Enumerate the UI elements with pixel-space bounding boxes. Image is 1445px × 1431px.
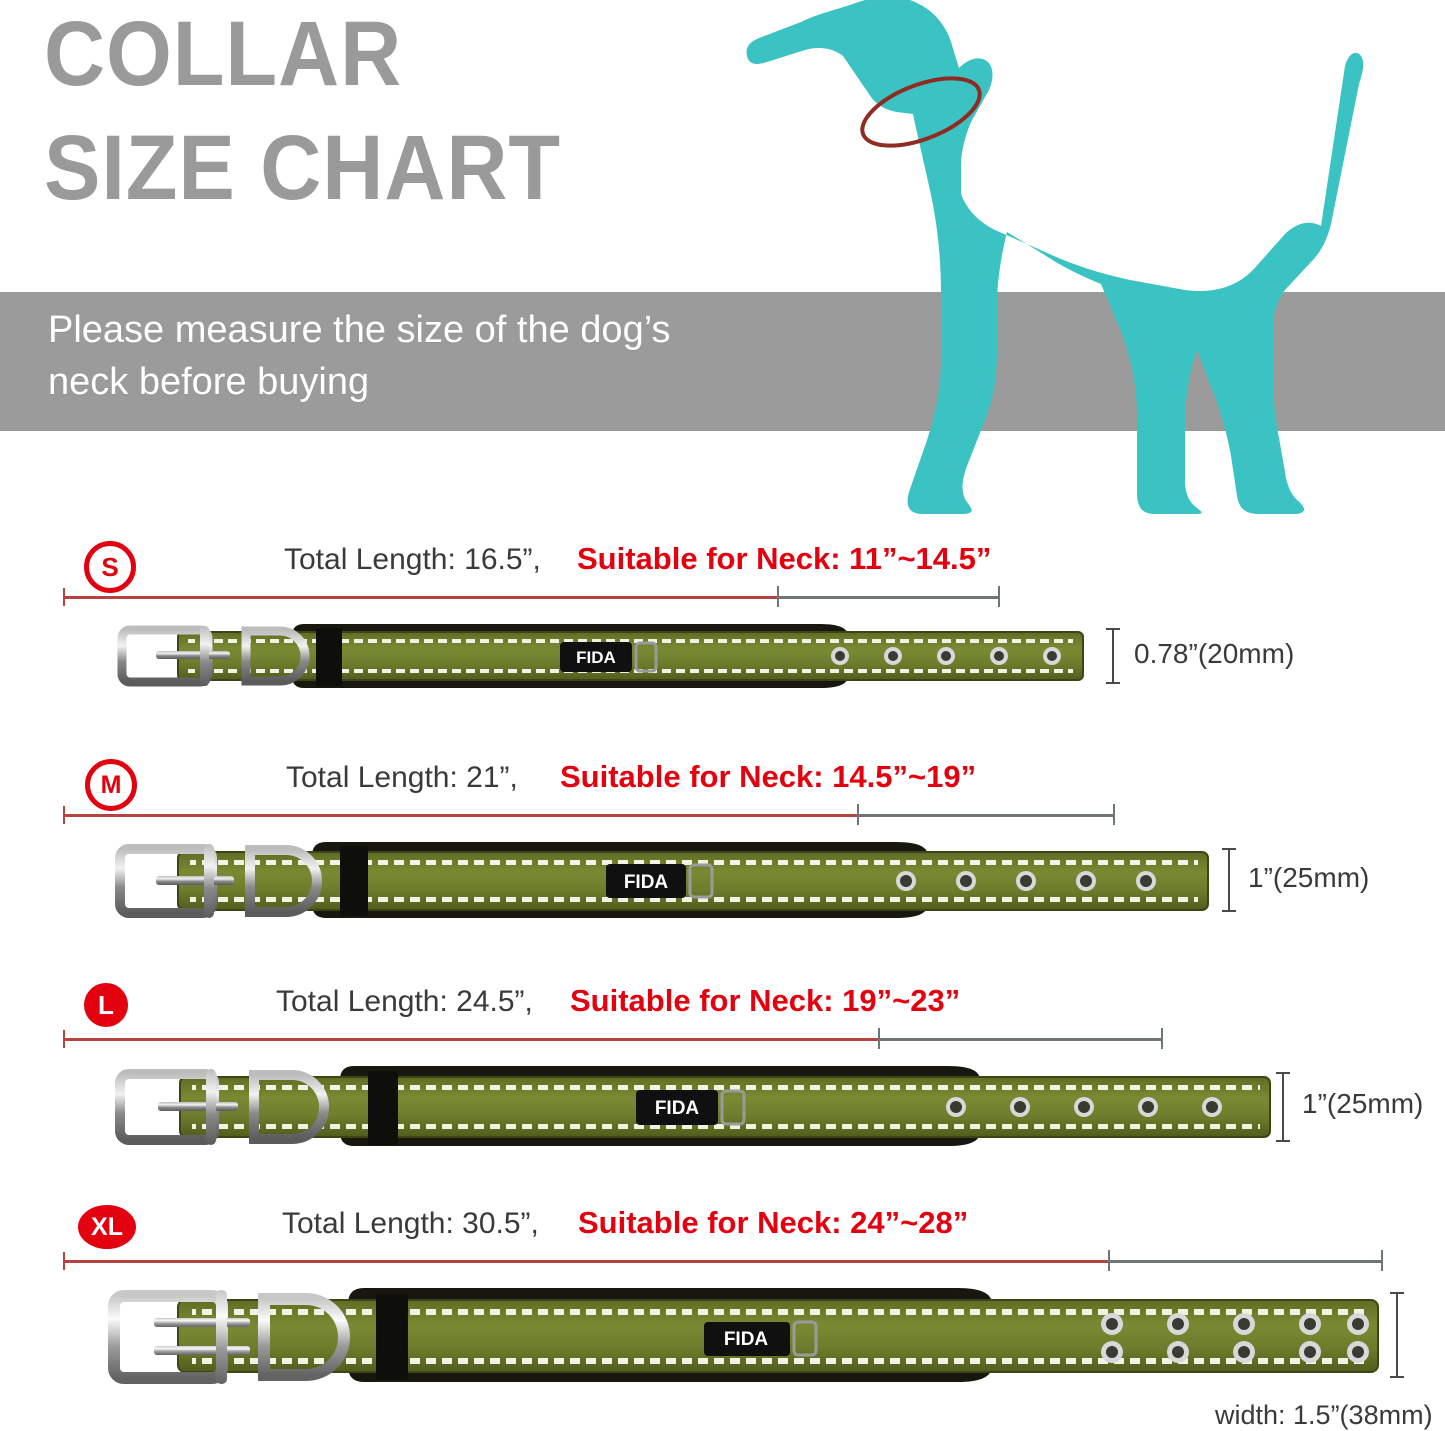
neck-tick-left-xl	[1108, 1250, 1110, 1271]
total-length-tick-left-s	[63, 588, 65, 606]
size-badge-l: L	[84, 983, 128, 1027]
collar-illustration-m: FIDA	[58, 836, 1228, 928]
title-line-2: SIZE CHART	[44, 117, 562, 219]
title-line-1: COLLAR	[44, 3, 403, 105]
svg-text:FIDA: FIDA	[724, 1329, 769, 1350]
size-badge-xl: XL	[78, 1205, 136, 1249]
total-length-dimline-m	[63, 814, 1113, 817]
total-length-label-s: Total Length: 16.5”,	[284, 543, 541, 576]
width-label-l: 1”(25mm)	[1302, 1088, 1424, 1119]
width-label-s: 0.78”(20mm)	[1134, 638, 1295, 669]
svg-text:FIDA: FIDA	[655, 1098, 700, 1119]
neck-range-dimline-s	[777, 596, 1000, 599]
neck-tick-left-s	[777, 586, 779, 607]
neck-range-label-m: Suitable for Neck: 14.5”~19”	[560, 759, 977, 794]
size-badge-s: S	[84, 541, 136, 593]
neck-range-dimline-l	[878, 1038, 1163, 1041]
collar-illustration-l: FIDA	[58, 1060, 1288, 1156]
neck-tick-left-l	[878, 1028, 880, 1049]
total-length-tick-left-m	[63, 806, 65, 824]
neck-tick-right-l	[1161, 1028, 1163, 1049]
size-badge-m: M	[85, 759, 137, 811]
instruction-text: Please measure the size of the dog’s nec…	[48, 309, 671, 403]
width-label-xl: width: 1.5”(38mm)	[1215, 1400, 1433, 1430]
total-length-dimline-s	[63, 596, 998, 599]
size-row-xl: XL Total Length: 30.5”, Suitable for Nec…	[0, 1204, 1445, 1430]
size-row-m: M Total Length: 21”, Suitable for Neck: …	[0, 758, 1445, 958]
width-dimension-marker-s	[1106, 628, 1120, 684]
total-length-label-xl: Total Length: 30.5”,	[282, 1207, 539, 1240]
width-dimension-marker-l	[1276, 1072, 1290, 1142]
width-label-m: 1”(25mm)	[1248, 862, 1370, 893]
neck-range-dimline-m	[857, 814, 1115, 817]
neck-tick-right-xl	[1381, 1250, 1383, 1271]
total-length-tick-left-xl	[63, 1252, 65, 1270]
neck-range-label-xl: Suitable for Neck: 24”~28”	[578, 1205, 969, 1240]
svg-text:FIDA: FIDA	[624, 872, 669, 893]
neck-range-dimline-xl	[1108, 1260, 1383, 1263]
dog-silhouette	[745, 0, 1445, 514]
total-length-tick-left-l	[63, 1030, 65, 1048]
width-dimension-marker-m	[1222, 848, 1236, 912]
size-row-s: S Total Length: 16.5”, Suitable for Neck…	[0, 540, 1445, 730]
total-length-label-m: Total Length: 21”,	[286, 761, 518, 794]
neck-tick-left-m	[857, 804, 859, 825]
neck-range-label-l: Suitable for Neck: 19”~23”	[570, 983, 961, 1018]
total-length-dimline-xl	[63, 1260, 1383, 1263]
width-dimension-marker-xl	[1390, 1292, 1404, 1378]
page-title: COLLAR SIZE CHART	[44, 8, 764, 214]
svg-text:FIDA: FIDA	[576, 648, 616, 667]
total-length-dimline-l	[63, 1038, 1163, 1041]
collar-illustration-s: FIDA	[60, 618, 1100, 696]
size-row-l: L Total Length: 24.5”, Suitable for Neck…	[0, 982, 1445, 1182]
collar-illustration-xl: FIDA	[58, 1282, 1398, 1394]
total-length-label-l: Total Length: 24.5”,	[276, 985, 533, 1018]
neck-tick-right-s	[998, 586, 1000, 607]
neck-tick-right-m	[1113, 804, 1115, 825]
neck-range-label-s: Suitable for Neck: 11”~14.5”	[577, 541, 992, 576]
